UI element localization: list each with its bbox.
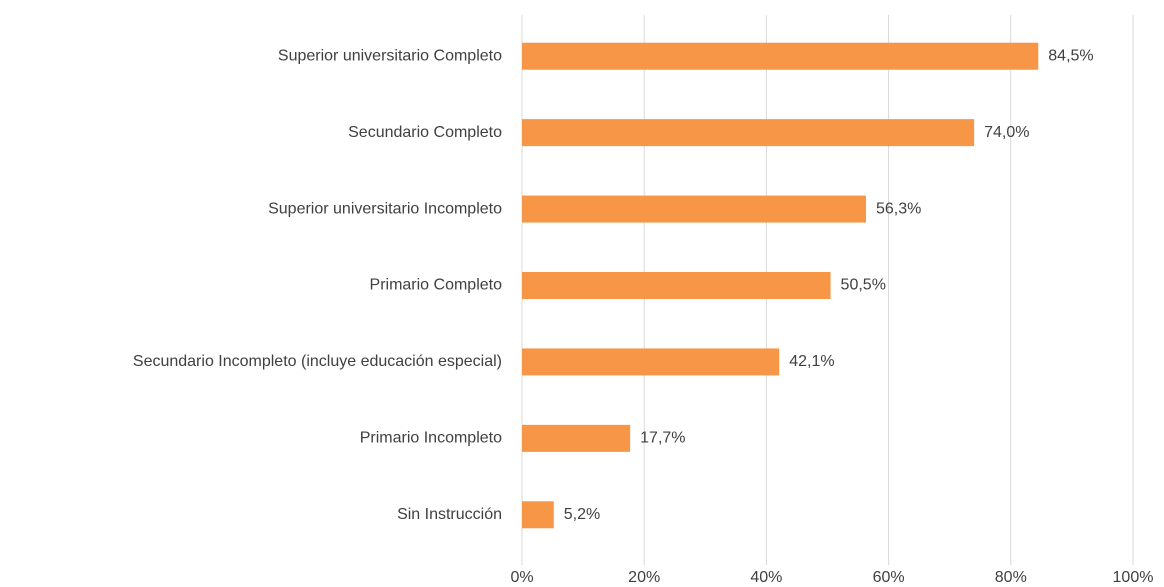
- y-tick-label: Secundario Incompleto (incluye educación…: [133, 353, 502, 370]
- data-label: 50,5%: [841, 277, 886, 294]
- data-label: 74,0%: [984, 124, 1029, 141]
- bar: [522, 42, 1039, 70]
- bar: [522, 348, 780, 376]
- x-tick-label: 80%: [995, 569, 1027, 586]
- bar: [522, 272, 831, 299]
- bar: [522, 119, 975, 147]
- y-tick-label: Secundario Completo: [348, 124, 502, 141]
- x-tick-label: 100%: [1113, 569, 1154, 586]
- bar: [522, 501, 554, 529]
- x-tick-label: 0%: [510, 569, 533, 586]
- data-label: 84,5%: [1048, 47, 1093, 64]
- y-tick-label: Superior universitario Completo: [278, 47, 502, 64]
- y-tick-label: Primario Completo: [370, 277, 503, 294]
- y-tick-label: Sin Instrucción: [397, 506, 502, 523]
- data-label: 17,7%: [640, 430, 685, 447]
- data-label: 42,1%: [789, 353, 834, 370]
- x-tick-label: 20%: [628, 569, 660, 586]
- x-tick-label: 40%: [750, 569, 782, 586]
- data-label: 56,3%: [876, 200, 921, 217]
- bar: [522, 195, 866, 223]
- data-label: 5,2%: [564, 506, 600, 523]
- y-tick-label: Superior universitario Incompleto: [268, 200, 502, 217]
- x-tick-label: 60%: [873, 569, 905, 586]
- y-tick-label: Primario Incompleto: [360, 430, 502, 447]
- bar: [522, 424, 631, 452]
